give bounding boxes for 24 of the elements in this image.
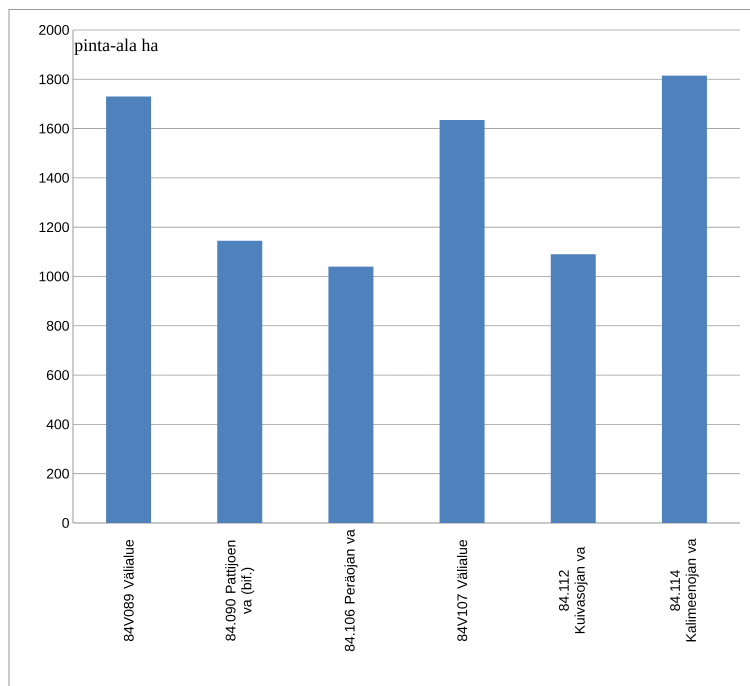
- x-tick-label: 84.106 Peräojan va: [344, 529, 358, 652]
- y-tick-label: 0: [62, 518, 69, 528]
- y-tick-label: 200: [46, 468, 69, 479]
- y-tick-label: 1800: [40, 74, 69, 84]
- x-tick-label: 84.112 Kuivasojan va: [558, 546, 588, 634]
- y-tick-label: 1000: [40, 272, 69, 282]
- x-tick-label: 84.114 Kalimeenojan va: [670, 538, 699, 642]
- y-axis-title: pinta-ala ha: [74, 38, 158, 55]
- y-tick-label: 1600: [40, 124, 69, 134]
- bar: [106, 96, 152, 523]
- bar: [550, 254, 596, 523]
- x-tick-label: 84V089 Välialue: [123, 540, 134, 642]
- bar: [662, 76, 707, 523]
- x-tick-label: 84.090 Pattijoen va (bif.): [225, 540, 254, 641]
- y-tick-label: 1200: [40, 222, 69, 232]
- y-tick-label: 2000: [39, 25, 69, 35]
- x-tick-label: 84V107 Välialue: [456, 540, 468, 642]
- y-tick-label: 1400: [40, 172, 69, 183]
- bar: [440, 120, 485, 523]
- y-tick-label: 800: [46, 320, 69, 331]
- y-tick-label: 400: [46, 419, 69, 430]
- y-tick-label: 600: [46, 370, 69, 380]
- bar: [328, 266, 374, 523]
- bar: [217, 240, 262, 523]
